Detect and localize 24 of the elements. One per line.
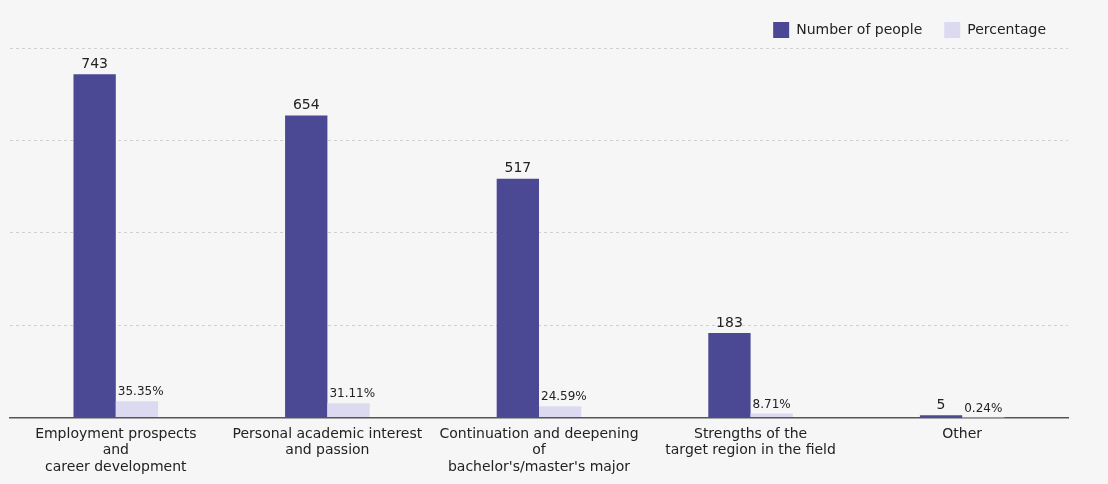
bar	[73, 74, 116, 418]
bar	[496, 178, 539, 418]
x-tick-label: Strengths of the target region in the field	[665, 424, 836, 458]
bar	[115, 401, 159, 418]
bar	[708, 333, 751, 418]
data-label: 35.35%	[117, 384, 164, 399]
data-label: 654	[292, 96, 320, 113]
data-label: 743	[81, 54, 109, 71]
bar	[539, 406, 582, 418]
x-tick-label: Personal academic interest and passion	[232, 424, 423, 458]
data-label: 31.11%	[329, 386, 376, 401]
data-label: 24.59%	[541, 389, 587, 404]
data-label: 0.24%	[964, 400, 1003, 415]
data-label: 8.71%	[752, 396, 791, 411]
x-tick-label: Continuation and deepening of bachelor's/master's major	[439, 424, 639, 475]
legend-label: Percentage	[967, 20, 1047, 37]
bar	[285, 115, 328, 418]
x-tick-label: Employment prospects and career development	[35, 424, 197, 475]
x-tick-label: Other	[942, 424, 983, 441]
data-label: 183	[716, 313, 743, 330]
bar	[327, 403, 370, 418]
data-label: 5	[936, 395, 946, 412]
data-label: 517	[504, 159, 532, 176]
legend-label: Number of people	[796, 20, 923, 37]
